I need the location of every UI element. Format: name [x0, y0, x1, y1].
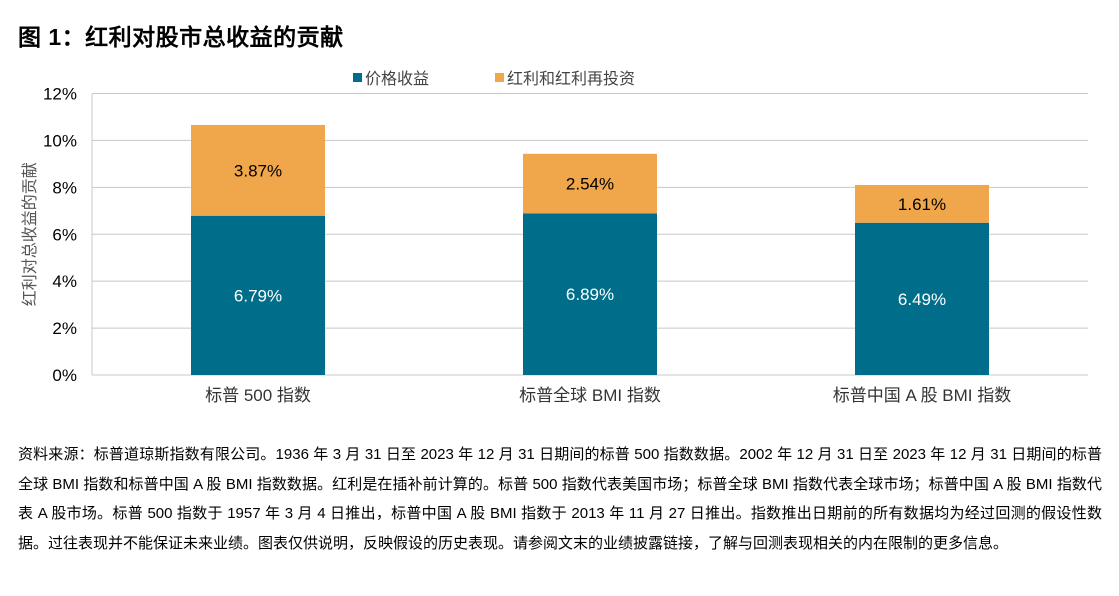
- stacked-bar-chart: 0% 2% 4% 6% 8% 10% 12% 红利对总收益的贡献 6.79% 3.87% 标普 50…: [20, 69, 1088, 405]
- bar-segment: [855, 184, 989, 223]
- data-label: 3.87%: [234, 161, 282, 180]
- legend-label: 价格收益: [365, 69, 429, 88]
- bar-segment: [523, 213, 657, 375]
- bar-segment: [191, 124, 325, 216]
- x-category-label: 标普全球 BMI 指数: [519, 386, 661, 405]
- data-label: 6.89%: [566, 285, 614, 304]
- bar-segment: [191, 215, 325, 375]
- y-tick-label: 10%: [43, 131, 77, 150]
- data-label: 2.54%: [566, 175, 614, 194]
- y-tick-label: 2%: [52, 319, 77, 338]
- legend-swatch: [353, 73, 362, 82]
- x-category-label: 标普中国 A 股 BMI 指数: [833, 386, 1012, 405]
- x-category-label: 标普 500 指数: [205, 386, 311, 405]
- source-footnote: 资料来源：标普道琼斯指数有限公司。1936 年 3 月 31 日至 2023 年…: [18, 446, 1102, 552]
- legend-swatch: [495, 73, 504, 82]
- y-tick-label: 12%: [43, 85, 77, 104]
- figure-title: 图 1：红利对股市总收益的贡献: [18, 24, 344, 50]
- y-tick-label: 4%: [52, 272, 77, 291]
- y-tick-label: 0%: [52, 366, 77, 385]
- data-label: 1.61%: [898, 195, 946, 214]
- data-label: 6.79%: [234, 286, 282, 305]
- data-label: 6.49%: [898, 290, 946, 309]
- legend-label: 红利和红利再投资: [507, 69, 635, 88]
- bar-segment: [523, 153, 657, 214]
- y-tick-label: 8%: [52, 178, 77, 197]
- y-axis-label: 红利对总收益的贡献: [20, 162, 39, 306]
- y-tick-label: 6%: [52, 225, 77, 244]
- bar-segment: [855, 222, 989, 375]
